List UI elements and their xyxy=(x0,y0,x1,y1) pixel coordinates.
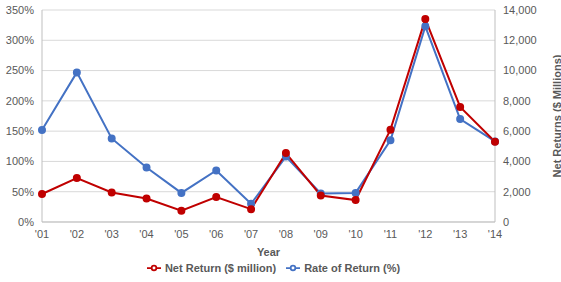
svg-text:'03: '03 xyxy=(105,228,119,240)
html-text:Net Return ($ million): Net Return ($ million) xyxy=(164,262,277,274)
svg-text:6,000: 6,000 xyxy=(503,125,531,137)
svg-text:Net Returns ($ Millions): Net Returns ($ Millions) xyxy=(551,54,553,177)
svg-text:'14: '14 xyxy=(488,228,502,240)
svg-text:10,000: 10,000 xyxy=(503,64,537,76)
svg-text:'02: '02 xyxy=(70,228,84,240)
svg-text:'07: '07 xyxy=(244,228,258,240)
svg-text:Year: Year xyxy=(257,246,281,258)
svg-text:'09: '09 xyxy=(314,228,328,240)
svg-text:150%: 150% xyxy=(8,125,34,137)
svg-text:'08: '08 xyxy=(279,228,293,240)
svg-text:'11: '11 xyxy=(384,228,398,240)
svg-text:2,000: 2,000 xyxy=(503,186,531,198)
svg-text:'10: '10 xyxy=(348,228,362,240)
svg-text:300%: 300% xyxy=(8,34,34,46)
svg-text:12,000: 12,000 xyxy=(503,34,537,46)
svg-text:'04: '04 xyxy=(139,228,153,240)
svg-text:'12: '12 xyxy=(418,228,432,240)
svg-text:0: 0 xyxy=(503,216,509,228)
svg-text:50%: 50% xyxy=(12,186,34,198)
svg-text:'13: '13 xyxy=(453,228,467,240)
svg-text:'06: '06 xyxy=(209,228,223,240)
svg-text:8,000: 8,000 xyxy=(503,95,531,107)
svg-text:'01: '01 xyxy=(35,228,49,240)
svg-text:'05: '05 xyxy=(174,228,188,240)
svg-text:100%: 100% xyxy=(8,155,34,167)
svg-text:250%: 250% xyxy=(8,64,34,76)
svg-text:200%: 200% xyxy=(8,95,34,107)
svg-text:4,000: 4,000 xyxy=(503,155,531,167)
svg-text:0%: 0% xyxy=(18,216,34,228)
html-text:Rate of Return (%): Rate of Return (%) xyxy=(304,262,401,274)
svg-text:14,000: 14,000 xyxy=(503,4,537,16)
svg-text:350%: 350% xyxy=(8,4,34,16)
